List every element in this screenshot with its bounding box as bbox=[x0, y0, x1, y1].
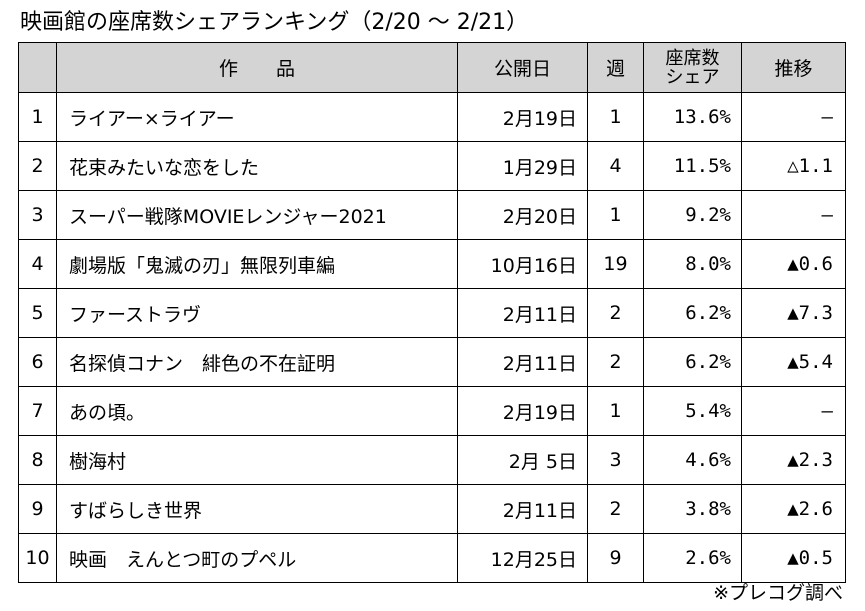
cell-change: — bbox=[741, 92, 846, 142]
cell-change: ▲2.6 bbox=[741, 484, 846, 534]
cell-release-date: 2月19日 bbox=[457, 386, 588, 436]
table-row: 4 劇場版「鬼滅の刃」無限列車編 10月16日 19 8.0% ▲0.6 bbox=[18, 239, 846, 289]
cell-film-title: 映画 えんとつ町のプペル bbox=[56, 533, 458, 583]
cell-release-date: 10月16日 bbox=[457, 239, 588, 289]
cell-seat-share: 5.4% bbox=[643, 386, 742, 436]
cell-rank: 4 bbox=[18, 239, 57, 289]
cell-seat-share: 8.0% bbox=[643, 239, 742, 289]
cell-week: 1 bbox=[587, 92, 644, 142]
cell-release-date: 2月11日 bbox=[457, 337, 588, 387]
cell-release-date: 12月25日 bbox=[457, 533, 588, 583]
header-change: 推移 bbox=[741, 42, 846, 93]
cell-change: ▲0.5 bbox=[741, 533, 846, 583]
cell-release-date: 2月20日 bbox=[457, 190, 588, 240]
cell-rank: 10 bbox=[18, 533, 57, 583]
cell-rank: 8 bbox=[18, 435, 57, 485]
source-note: ※プレコグ調べ bbox=[713, 582, 843, 604]
cell-film-title: 花束みたいな恋をした bbox=[56, 141, 458, 191]
cell-change: △1.1 bbox=[741, 141, 846, 191]
cell-film-title: スーパー戦隊MOVIEレンジャー2021 bbox=[56, 190, 458, 240]
cell-seat-share: 11.5% bbox=[643, 141, 742, 191]
cell-rank: 9 bbox=[18, 484, 57, 534]
cell-change: ▲0.6 bbox=[741, 239, 846, 289]
cell-seat-share: 3.8% bbox=[643, 484, 742, 534]
cell-release-date: 2月11日 bbox=[457, 288, 588, 338]
table-row: 2 花束みたいな恋をした 1月29日 4 11.5% △1.1 bbox=[18, 141, 846, 191]
table-row: 8 樹海村 2月 5日 3 4.6% ▲2.3 bbox=[18, 435, 846, 485]
cell-rank: 5 bbox=[18, 288, 57, 338]
cell-week: 2 bbox=[587, 337, 644, 387]
cell-film-title: ファーストラヴ bbox=[56, 288, 458, 338]
table-body: 1 ライアー×ライアー 2月19日 1 13.6% —2 花束みたいな恋をした 1月29日 4 1… bbox=[18, 92, 846, 583]
table-row: 5 ファーストラヴ 2月11日 2 6.2% ▲7.3 bbox=[18, 288, 846, 338]
cell-seat-share: 6.2% bbox=[643, 337, 742, 387]
cell-week: 1 bbox=[587, 386, 644, 436]
cell-week: 3 bbox=[587, 435, 644, 485]
cell-release-date: 2月11日 bbox=[457, 484, 588, 534]
cell-change: ▲7.3 bbox=[741, 288, 846, 338]
header-seat-share-line1: 座席数 bbox=[665, 47, 720, 69]
cell-change: — bbox=[741, 386, 846, 436]
header-week: 週 bbox=[587, 42, 644, 93]
cell-release-date: 1月29日 bbox=[457, 141, 588, 191]
cell-release-date: 2月 5日 bbox=[457, 435, 588, 485]
cell-rank: 1 bbox=[18, 92, 57, 142]
cell-film-title: あの頃。 bbox=[56, 386, 458, 436]
table-row: 6 名探偵コナン 緋色の不在証明 2月11日 2 6.2% ▲5.4 bbox=[18, 337, 846, 387]
cell-film-title: 名探偵コナン 緋色の不在証明 bbox=[56, 337, 458, 387]
cell-week: 1 bbox=[587, 190, 644, 240]
table-row: 1 ライアー×ライアー 2月19日 1 13.6% — bbox=[18, 92, 846, 142]
cell-film-title: 樹海村 bbox=[56, 435, 458, 485]
cell-week: 9 bbox=[587, 533, 644, 583]
cell-seat-share: 6.2% bbox=[643, 288, 742, 338]
cell-seat-share: 2.6% bbox=[643, 533, 742, 583]
cell-seat-share: 4.6% bbox=[643, 435, 742, 485]
header-release-date: 公開日 bbox=[457, 42, 588, 93]
header-seat-share: 座席数 シェア bbox=[643, 42, 742, 93]
header-seat-share-line2: シェア bbox=[665, 66, 720, 88]
table-row: 3 スーパー戦隊MOVIEレンジャー2021 2月20日 1 9.2% — bbox=[18, 190, 846, 240]
cell-rank: 3 bbox=[18, 190, 57, 240]
cell-rank: 2 bbox=[18, 141, 57, 191]
cell-week: 4 bbox=[587, 141, 644, 191]
cell-film-title: ライアー×ライアー bbox=[56, 92, 458, 142]
cell-seat-share: 13.6% bbox=[643, 92, 742, 142]
table-row: 10 映画 えんとつ町のプペル 12月25日 9 2.6% ▲0.5 bbox=[18, 533, 846, 583]
cell-film-title: すばらしき世界 bbox=[56, 484, 458, 534]
cell-rank: 7 bbox=[18, 386, 57, 436]
cell-release-date: 2月19日 bbox=[457, 92, 588, 142]
ranking-table: 作 品 公開日 週 座席数 シェア 推移 1 ライアー×ライアー 2月19日 1 13.… bbox=[18, 42, 846, 583]
table-row: 7 あの頃。 2月19日 1 5.4% — bbox=[18, 386, 846, 436]
cell-seat-share: 9.2% bbox=[643, 190, 742, 240]
cell-week: 19 bbox=[587, 239, 644, 289]
table-row: 9 すばらしき世界 2月11日 2 3.8% ▲2.6 bbox=[18, 484, 846, 534]
header-rank bbox=[18, 42, 57, 93]
cell-week: 2 bbox=[587, 484, 644, 534]
cell-change: ▲2.3 bbox=[741, 435, 846, 485]
cell-change: — bbox=[741, 190, 846, 240]
cell-rank: 6 bbox=[18, 337, 57, 387]
cell-change: ▲5.4 bbox=[741, 337, 846, 387]
page-title: 映画館の座席数シェアランキング（2/20 ～ 2/21） bbox=[20, 10, 529, 35]
header-film: 作 品 bbox=[56, 42, 458, 93]
table-header-row: 作 品 公開日 週 座席数 シェア 推移 bbox=[18, 42, 846, 93]
cell-film-title: 劇場版「鬼滅の刃」無限列車編 bbox=[56, 239, 458, 289]
cell-week: 2 bbox=[587, 288, 644, 338]
